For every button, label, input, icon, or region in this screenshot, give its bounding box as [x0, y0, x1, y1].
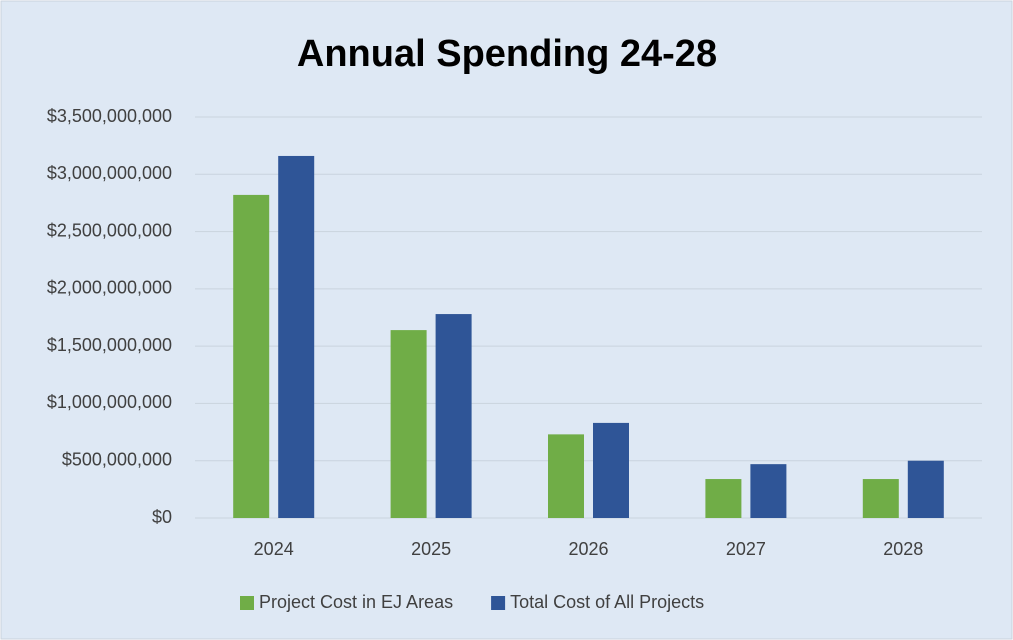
bar — [593, 422, 629, 518]
legend-swatch — [491, 596, 506, 610]
legend-label: Project Cost in EJ Areas — [259, 592, 453, 612]
x-tick-label: 2024 — [254, 539, 294, 559]
bar — [705, 479, 742, 518]
bar — [862, 479, 899, 518]
x-tick-label: 2027 — [726, 539, 766, 559]
y-tick-label: $3,000,000,000 — [47, 163, 172, 183]
x-tick-label: 2025 — [411, 539, 451, 559]
bar — [435, 314, 472, 518]
y-tick-label: $2,000,000,000 — [47, 278, 172, 298]
y-tick-label: $3,500,000,000 — [47, 106, 172, 126]
x-tick-label: 2026 — [568, 539, 608, 559]
legend-label: Total Cost of All Projects — [510, 592, 704, 612]
bar — [390, 330, 427, 518]
y-tick-label: $500,000,000 — [62, 449, 172, 469]
bar — [548, 434, 584, 518]
x-tick-label: 2028 — [883, 539, 923, 559]
y-tick-label: $1,500,000,000 — [47, 335, 172, 355]
y-tick-label: $1,000,000,000 — [47, 392, 172, 412]
bar — [907, 460, 944, 518]
bar — [278, 155, 315, 518]
legend-swatch — [240, 596, 254, 610]
bar — [233, 194, 270, 518]
bar — [750, 464, 787, 518]
y-tick-label: $2,500,000,000 — [47, 220, 172, 240]
y-tick-label: $0 — [152, 507, 172, 527]
chart-title: Annual Spending 24-28 — [297, 33, 717, 75]
